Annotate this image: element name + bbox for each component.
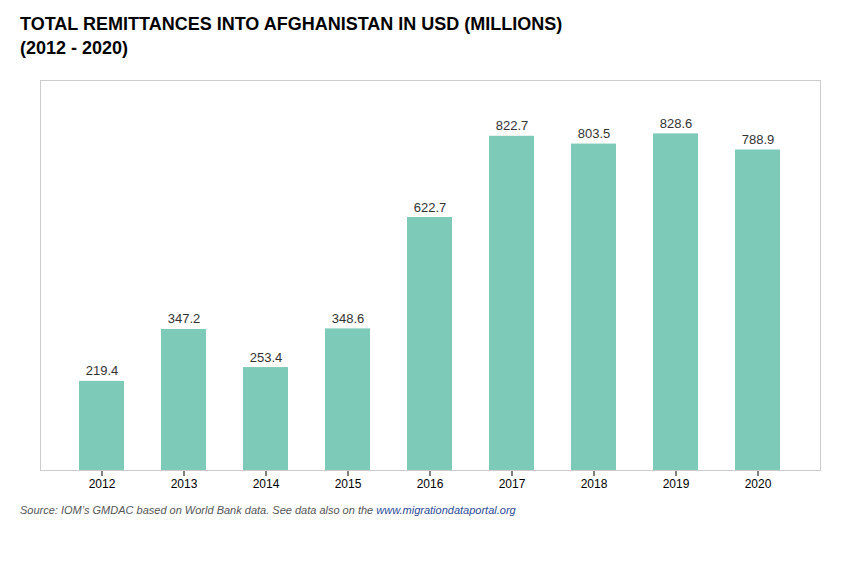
svg-text:2016: 2016 <box>417 477 444 491</box>
svg-text:2012: 2012 <box>89 477 116 491</box>
svg-text:2020: 2020 <box>745 477 772 491</box>
svg-text:2018: 2018 <box>581 477 608 491</box>
svg-text:2013: 2013 <box>171 477 198 491</box>
svg-text:622.7: 622.7 <box>414 200 447 215</box>
svg-text:788.9: 788.9 <box>742 132 775 147</box>
html-text:TOTAL REMITTANCES INTO AFGHANI: TOTAL REMITTANCES INTO AFGHANISTAN IN US… <box>20 14 563 34</box>
svg-text:2014: 2014 <box>253 477 280 491</box>
svg-text:219.4: 219.4 <box>86 363 119 378</box>
html-text:(2012 - 2020): (2012 - 2020) <box>20 38 129 58</box>
svg-text:822.7: 822.7 <box>496 118 529 133</box>
svg-text:2015: 2015 <box>335 477 362 491</box>
svg-text:803.5: 803.5 <box>578 126 611 141</box>
svg-text:253.4: 253.4 <box>250 350 283 365</box>
svg-text:2019: 2019 <box>663 477 690 491</box>
svg-text:828.6: 828.6 <box>660 116 693 131</box>
svg-text:347.2: 347.2 <box>168 311 201 326</box>
svg-text:2017: 2017 <box>499 477 526 491</box>
svg-text:348.6: 348.6 <box>332 311 365 326</box>
html-text:Source: IOM’s GMDAC based on W: Source: IOM’s GMDAC based on World Bank … <box>20 504 516 516</box>
